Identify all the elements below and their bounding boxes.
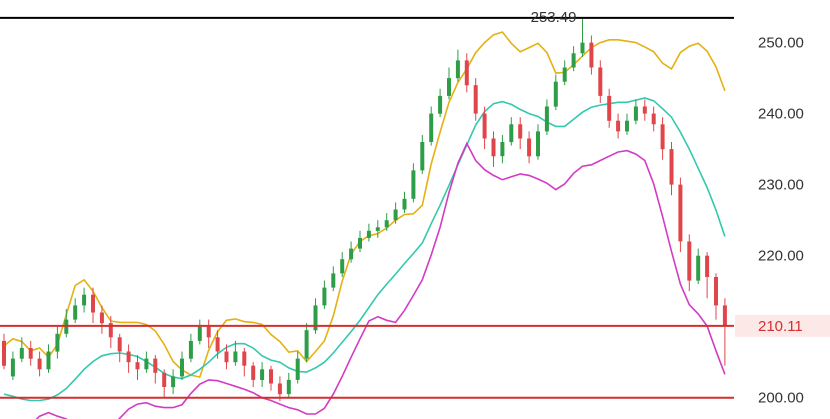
candle-body bbox=[598, 67, 603, 96]
candle-body bbox=[411, 170, 416, 199]
candle-body bbox=[625, 120, 629, 132]
candle-body bbox=[393, 209, 398, 221]
candle-body bbox=[491, 138, 496, 157]
current-price-tag: 210.11 bbox=[735, 314, 830, 337]
candle-body bbox=[375, 227, 380, 231]
candle-body bbox=[714, 277, 718, 306]
candle-body bbox=[651, 113, 656, 125]
candle-body bbox=[19, 348, 24, 359]
candle-body bbox=[438, 95, 443, 114]
candle-body bbox=[171, 376, 176, 388]
upper-band-line bbox=[3, 31, 726, 379]
candle-body bbox=[340, 259, 345, 274]
candle-body bbox=[678, 184, 683, 242]
candle-body bbox=[197, 326, 202, 341]
candle-body bbox=[331, 273, 336, 288]
candle-body bbox=[429, 113, 434, 142]
candle-body bbox=[224, 351, 229, 363]
candle-body bbox=[286, 379, 291, 395]
candle-body bbox=[117, 337, 122, 352]
candle-body bbox=[206, 326, 211, 338]
lower-band-line bbox=[35, 141, 726, 419]
candle-body bbox=[447, 78, 451, 96]
candle-body bbox=[28, 348, 33, 359]
candle-body bbox=[544, 106, 549, 132]
candle-body bbox=[660, 124, 665, 150]
candle-body bbox=[518, 124, 523, 139]
candle-body bbox=[233, 351, 238, 363]
price-tag-background bbox=[735, 314, 830, 337]
candle-body bbox=[108, 323, 113, 338]
y-axis: 250.00 240.00 230.00 220.00 200.00 bbox=[758, 35, 804, 407]
bollinger-bands bbox=[3, 31, 726, 419]
candle-body bbox=[402, 198, 407, 210]
candle-body bbox=[705, 255, 710, 277]
candle-body bbox=[420, 142, 425, 171]
candle-body bbox=[669, 149, 674, 185]
candle-body bbox=[295, 358, 300, 380]
candle-body bbox=[580, 42, 585, 54]
candle-body bbox=[349, 248, 354, 260]
candle-body bbox=[473, 85, 478, 114]
candle-body bbox=[571, 53, 576, 68]
candle-body bbox=[313, 305, 318, 331]
candle-body bbox=[91, 294, 95, 313]
candle-body bbox=[144, 358, 149, 370]
candle-body bbox=[242, 351, 247, 366]
candle-body bbox=[188, 340, 193, 359]
y-tick-label: 240.00 bbox=[758, 106, 804, 123]
candle-body bbox=[2, 340, 6, 366]
candle-body bbox=[553, 81, 558, 107]
middle-band-line bbox=[3, 97, 726, 402]
candle-body bbox=[366, 230, 371, 238]
candle-body bbox=[162, 372, 167, 387]
candle-body bbox=[633, 106, 638, 121]
candle-body bbox=[607, 95, 612, 121]
candle-body bbox=[55, 333, 60, 352]
candle-body bbox=[215, 337, 220, 352]
candle-body bbox=[358, 237, 362, 249]
candle-body bbox=[589, 42, 594, 68]
candle-body bbox=[509, 124, 514, 143]
candle-body bbox=[46, 351, 51, 370]
candle-body bbox=[696, 255, 701, 281]
candle-body bbox=[384, 220, 389, 228]
candle-body bbox=[73, 305, 78, 320]
candle-body bbox=[304, 330, 309, 359]
candle-body bbox=[500, 142, 505, 157]
y-tick-label: 250.00 bbox=[758, 35, 804, 52]
candle-body bbox=[269, 369, 273, 384]
candles-group bbox=[2, 17, 727, 402]
candle-body bbox=[616, 120, 621, 132]
candle-body bbox=[464, 60, 469, 86]
candle-body bbox=[722, 305, 727, 326]
price-tag-label: 210.11 bbox=[758, 318, 803, 335]
candle-body bbox=[322, 287, 327, 306]
candle-body bbox=[180, 358, 184, 377]
high-annotation: 253.49 bbox=[531, 9, 577, 26]
candle-body bbox=[37, 358, 42, 370]
candle-body bbox=[642, 106, 647, 114]
candle-body bbox=[562, 67, 567, 82]
candle-body bbox=[251, 365, 256, 380]
y-tick-label: 200.00 bbox=[758, 390, 804, 407]
candle-body bbox=[455, 60, 460, 79]
horizontal-lines bbox=[0, 16, 734, 399]
candle-body bbox=[687, 241, 692, 281]
candle-body bbox=[99, 312, 104, 324]
candle-body bbox=[82, 294, 87, 306]
y-tick-label: 230.00 bbox=[758, 177, 804, 194]
candle-body bbox=[277, 383, 282, 395]
candle-body bbox=[527, 138, 532, 157]
candle-body bbox=[260, 369, 265, 380]
candle-body bbox=[126, 351, 131, 363]
candle-body bbox=[536, 131, 540, 157]
candle-body bbox=[153, 358, 158, 373]
candle-body bbox=[10, 358, 15, 377]
candle-body bbox=[482, 113, 487, 139]
candle-body bbox=[135, 362, 140, 370]
y-tick-label: 220.00 bbox=[758, 248, 804, 265]
